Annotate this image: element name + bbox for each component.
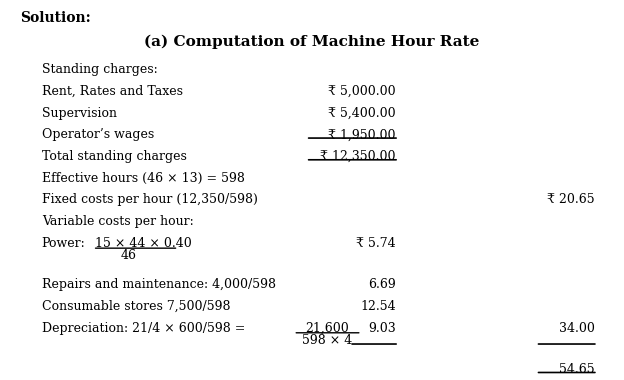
Text: ₹ 5,400.00: ₹ 5,400.00: [328, 107, 396, 120]
Text: 598 × 4: 598 × 4: [303, 334, 353, 347]
Text: 15 × 44 × 0.40: 15 × 44 × 0.40: [95, 237, 192, 250]
Text: Repairs and maintenance: 4,000/598: Repairs and maintenance: 4,000/598: [42, 278, 276, 291]
Text: 21,600: 21,600: [306, 321, 349, 334]
Text: Rent, Rates and Taxes: Rent, Rates and Taxes: [42, 85, 183, 98]
Text: ₹ 20.65: ₹ 20.65: [547, 193, 595, 206]
Text: ₹ 12,350.00: ₹ 12,350.00: [320, 150, 396, 163]
Text: Fixed costs per hour (12,350/598): Fixed costs per hour (12,350/598): [42, 193, 258, 206]
Text: Operator’s wages: Operator’s wages: [42, 128, 154, 141]
Text: Supervision: Supervision: [42, 107, 117, 120]
Text: ₹ 1,950.00: ₹ 1,950.00: [328, 128, 396, 141]
Text: Effective hours (46 × 13) = 598: Effective hours (46 × 13) = 598: [42, 172, 245, 185]
Text: ₹ 5.74: ₹ 5.74: [356, 237, 396, 250]
Text: 34.00: 34.00: [558, 321, 595, 334]
Text: Variable costs per hour:: Variable costs per hour:: [42, 215, 193, 228]
Text: Depreciation: 21/4 × 600/598 =: Depreciation: 21/4 × 600/598 =: [42, 321, 245, 334]
Text: 54.65: 54.65: [559, 363, 595, 376]
Text: (a) Computation of Machine Hour Rate: (a) Computation of Machine Hour Rate: [144, 35, 480, 49]
Text: Consumable stores 7,500/598: Consumable stores 7,500/598: [42, 300, 230, 313]
Text: 12.54: 12.54: [360, 300, 396, 313]
Text: 46: 46: [120, 249, 137, 262]
Text: Power:: Power:: [42, 237, 85, 250]
Text: Standing charges:: Standing charges:: [42, 63, 157, 76]
Text: 9.03: 9.03: [368, 321, 396, 334]
Text: 6.69: 6.69: [368, 278, 396, 291]
Text: ₹ 5,000.00: ₹ 5,000.00: [328, 85, 396, 98]
Text: Total standing charges: Total standing charges: [42, 150, 187, 163]
Text: Solution:: Solution:: [20, 11, 90, 25]
